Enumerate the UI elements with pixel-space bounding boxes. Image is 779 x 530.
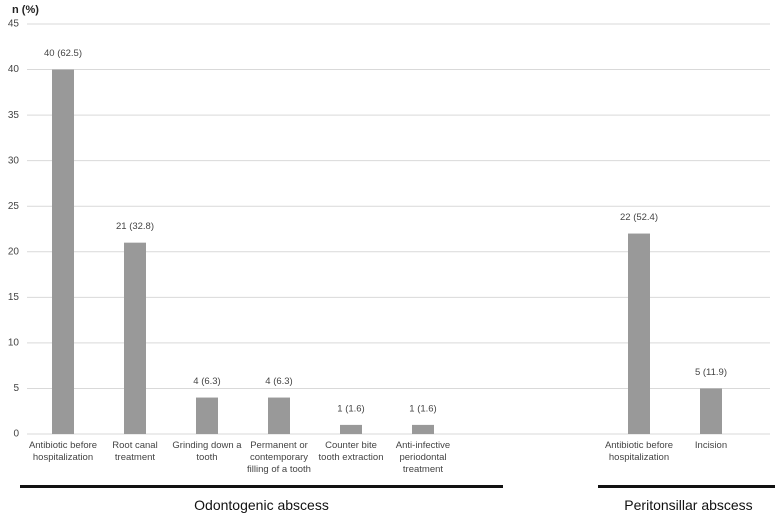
value-label: 40 (62.5)	[44, 48, 82, 59]
x-tick-label: Incision	[694, 440, 728, 451]
y-tick-label: 35	[8, 110, 20, 121]
y-axis-label: n (%)	[12, 4, 39, 16]
y-tick-label: 30	[8, 155, 20, 166]
value-label: 22 (52.4)	[620, 212, 658, 223]
x-tick-label: Antibiotic before hospitalization	[604, 440, 674, 463]
y-tick-label: 45	[8, 19, 20, 30]
bar	[628, 233, 650, 434]
bar	[340, 424, 362, 434]
value-label: 1 (1.6)	[409, 403, 436, 414]
y-tick-label: 0	[13, 429, 19, 440]
y-tick-label: 40	[8, 64, 20, 75]
value-label: 4 (6.3)	[265, 376, 292, 387]
x-tick-label: Counter bite tooth extraction	[318, 440, 384, 463]
value-label: 4 (6.3)	[193, 376, 220, 387]
y-tick-label: 5	[13, 383, 19, 394]
bar	[700, 388, 722, 434]
value-label: 5 (11.9)	[695, 367, 727, 378]
bar	[412, 424, 434, 434]
x-tick-label: Grinding down a tooth	[172, 440, 242, 463]
y-tick-label: 15	[8, 292, 20, 303]
x-tick-label: Root canal treatment	[112, 440, 158, 463]
group-line	[598, 485, 775, 488]
x-tick-label: Anti-infective periodontal treatment	[395, 440, 451, 475]
group-label: Peritonsillar abscess	[624, 497, 753, 513]
y-tick-label: 10	[8, 338, 20, 349]
group-label: Odontogenic abscess	[194, 497, 329, 513]
y-tick-label: 25	[8, 201, 20, 212]
x-tick-label: Antibiotic before hospitalization	[28, 440, 98, 463]
x-tick-label: Permanent or contemporary filling of a t…	[247, 440, 311, 475]
bar	[52, 69, 74, 435]
bar	[268, 397, 290, 434]
value-label: 1 (1.6)	[337, 403, 364, 414]
value-label: 21 (32.8)	[116, 221, 154, 232]
y-tick-label: 20	[8, 246, 20, 257]
group-line	[20, 485, 503, 488]
bar	[124, 242, 146, 434]
bar	[196, 397, 218, 434]
